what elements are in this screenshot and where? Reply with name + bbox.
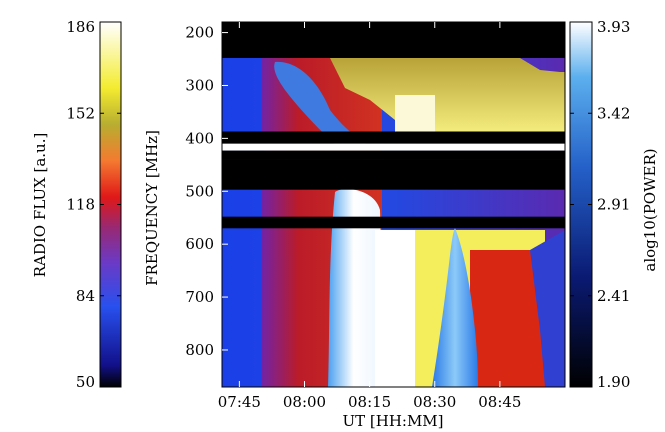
white-strip — [222, 143, 565, 151]
x-tick-label: 08:30 — [413, 393, 456, 411]
colorbar-tick-label: 3.42 — [597, 104, 630, 122]
y-tick-label: 300 — [185, 76, 214, 94]
colorbar-tick-label: 2.41 — [597, 287, 630, 305]
data-gap-band — [222, 159, 565, 190]
left-colorbar-label: RADIO FLUX [a.u.] — [31, 133, 49, 278]
x-tick-label: 08:45 — [478, 393, 521, 411]
burst-1-core — [375, 230, 415, 387]
colorbar-tick-label: 84 — [76, 287, 95, 305]
colorbar-tick-label: 118 — [66, 196, 95, 214]
data-gap-band — [222, 216, 565, 229]
burst-1 — [328, 189, 385, 387]
data-gaps — [222, 22, 565, 229]
spectrogram — [222, 22, 565, 387]
data-gap-band — [222, 131, 565, 144]
upper-white-region — [395, 95, 435, 135]
x-tick-label: 08:15 — [348, 393, 391, 411]
y-tick-label: 500 — [185, 182, 214, 200]
x-tick-label: 08:00 — [283, 393, 326, 411]
y-tick-label: 800 — [185, 341, 214, 359]
x-tick-label: 07:45 — [218, 393, 261, 411]
upper-yellow-region — [330, 58, 565, 135]
y-tick-label: 600 — [185, 235, 214, 253]
colorbar-tick-label: 2.91 — [597, 196, 630, 214]
colorbar-tick-label: 3.93 — [597, 18, 630, 36]
data-gap-band — [222, 150, 565, 160]
y-tick-label: 700 — [185, 288, 214, 306]
colorbar-tick-label: 1.90 — [597, 373, 630, 391]
colorbar-tick-label: 50 — [76, 373, 95, 391]
right-colorbar-ticks: 3.93 3.42 2.91 2.41 1.90 — [570, 18, 630, 391]
plot-frame — [221, 21, 566, 388]
upper-blue-feature — [274, 61, 375, 150]
data-gap-band — [222, 22, 565, 58]
y-axis-ticks: 200 300 400 500 600 700 800 — [185, 24, 228, 359]
y-axis-label: FREQUENCY [MHz] — [143, 130, 161, 286]
right-colorbar-label: alog10(POWER) — [641, 148, 659, 271]
x-axis-ticks: 07:45 08:00 08:15 08:30 08:45 — [218, 22, 521, 411]
lower-blue-right — [530, 230, 565, 387]
x-axis-label: UT [HH:MM] — [342, 412, 443, 430]
colorbar-tick-label: 186 — [66, 18, 95, 36]
burst-2 — [432, 228, 478, 387]
colorbar-tick-label: 152 — [66, 104, 95, 122]
y-tick-label: 200 — [185, 24, 214, 42]
left-colorbar-ticks: 186 152 118 84 50 — [66, 18, 121, 391]
y-tick-label: 400 — [185, 129, 214, 147]
